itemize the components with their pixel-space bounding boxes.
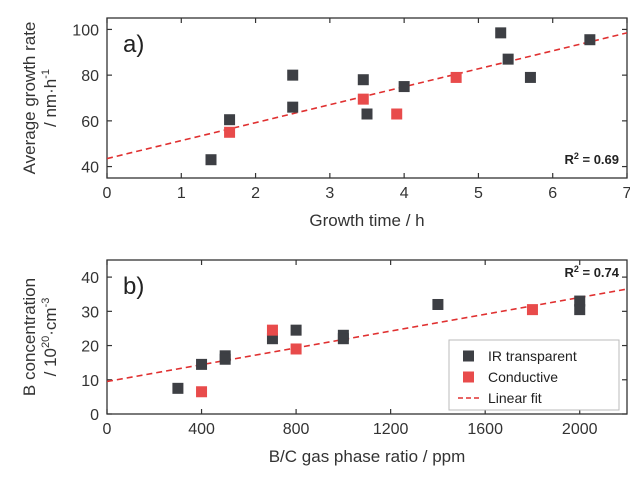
y-axis-title-line1: B concentration	[20, 278, 39, 396]
x-tick-label: 1	[177, 185, 186, 202]
legend-item: Linear fit	[458, 390, 542, 406]
y-tick-label: 80	[81, 68, 99, 85]
data-point	[432, 298, 444, 310]
y-tick-label: 40	[81, 270, 99, 287]
x-tick-label: 1200	[373, 421, 409, 438]
data-point	[502, 53, 514, 65]
data-point	[266, 324, 278, 336]
legend-marker	[463, 350, 474, 362]
data-point	[224, 114, 236, 126]
data-point	[495, 27, 507, 39]
plot-frame	[106, 259, 628, 415]
data-point	[205, 154, 217, 166]
data-point	[337, 333, 349, 345]
series-ir-transparent	[205, 27, 596, 166]
r2-annotation: R2 = 0.74	[564, 264, 619, 280]
data-point	[219, 353, 231, 365]
y-tick-label: 10	[81, 373, 99, 390]
series-conductive	[196, 304, 538, 398]
x-tick-label: 0	[103, 185, 112, 202]
x-tick-label: 7	[623, 185, 630, 202]
series-conductive	[224, 71, 462, 138]
x-tick-label: 800	[283, 421, 310, 438]
legend-item: IR transparent	[463, 348, 577, 364]
legend-label: Linear fit	[488, 390, 542, 406]
linear-fit-line	[107, 32, 627, 160]
panel-a: 0 1 2 3 4 5 6 7 40 60 80 100 Growth time / h Average …	[20, 17, 630, 230]
data-point	[398, 81, 410, 93]
x-tick-label: 3	[325, 185, 334, 202]
x-tick-label: 5	[474, 185, 483, 202]
panel-b: 0 400 800 1200 1600 2000 0 10 20 30 40 B/C gas phas…	[20, 259, 628, 466]
r2-annotation: R2 = 0.69	[564, 151, 619, 167]
x-axis-title: B/C gas phase ratio / ppm	[269, 447, 466, 466]
legend: IR transparent Conductive Linear fit	[448, 339, 620, 411]
x-tick-label: 4	[400, 185, 409, 202]
data-point	[357, 93, 369, 105]
data-point	[574, 304, 586, 316]
x-tick-label: 6	[548, 185, 557, 202]
y-axis-title-line2: / 1020·cm-3	[40, 298, 60, 377]
legend-label: Conductive	[488, 369, 558, 385]
data-point	[224, 126, 236, 138]
data-point	[361, 108, 373, 120]
legend-label: IR transparent	[488, 348, 577, 364]
y-tick-label: 100	[72, 22, 99, 39]
y-tick-label: 40	[81, 160, 99, 177]
y-tick-label: 30	[81, 304, 99, 321]
y-axis-title-line1: Average growth rate	[20, 22, 39, 175]
data-point	[574, 295, 586, 307]
linear-fit-line	[107, 288, 627, 383]
x-tick-label: 0	[103, 421, 112, 438]
legend-item: Conductive	[463, 369, 558, 385]
data-point	[357, 74, 369, 86]
x-tick-label: 1600	[467, 421, 503, 438]
data-point	[266, 333, 278, 345]
y-tick-label: 0	[90, 407, 99, 424]
panel-label: b)	[123, 273, 144, 300]
series-ir-transparent	[172, 295, 586, 394]
data-point	[450, 71, 462, 83]
data-point	[391, 108, 403, 120]
data-point	[287, 69, 299, 81]
plot-frame	[106, 17, 628, 179]
legend-marker	[463, 371, 474, 383]
data-point	[196, 386, 208, 398]
panel-label: a)	[123, 31, 144, 58]
data-point	[287, 101, 299, 113]
data-point	[172, 382, 184, 394]
y-tick-label: 20	[81, 339, 99, 356]
x-axis-title: Growth time / h	[309, 211, 424, 230]
y-tick-label: 60	[81, 114, 99, 131]
x-tick-label: 2000	[562, 421, 598, 438]
x-tick-label: 2	[251, 185, 260, 202]
data-point	[290, 343, 302, 355]
data-point	[196, 358, 208, 370]
data-point	[526, 304, 538, 316]
data-point	[290, 324, 302, 336]
data-point	[524, 71, 536, 83]
data-point	[584, 34, 596, 46]
x-tick-label: 400	[188, 421, 215, 438]
y-axis-title-line2: / nm·h-1	[40, 69, 60, 127]
